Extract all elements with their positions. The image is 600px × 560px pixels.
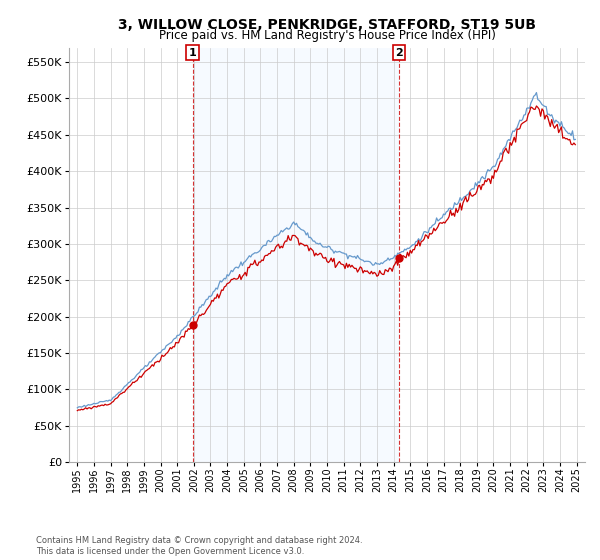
- Bar: [193, 48, 399, 462]
- Text: 1: 1: [188, 48, 196, 58]
- Text: Price paid vs. HM Land Registry's House Price Index (HPI): Price paid vs. HM Land Registry's House …: [158, 29, 496, 42]
- Text: 2: 2: [395, 48, 403, 58]
- Text: Contains HM Land Registry data © Crown copyright and database right 2024.
This d: Contains HM Land Registry data © Crown c…: [36, 536, 362, 556]
- Text: 3, WILLOW CLOSE, PENKRIDGE, STAFFORD, ST19 5UB: 3, WILLOW CLOSE, PENKRIDGE, STAFFORD, ST…: [118, 18, 536, 32]
